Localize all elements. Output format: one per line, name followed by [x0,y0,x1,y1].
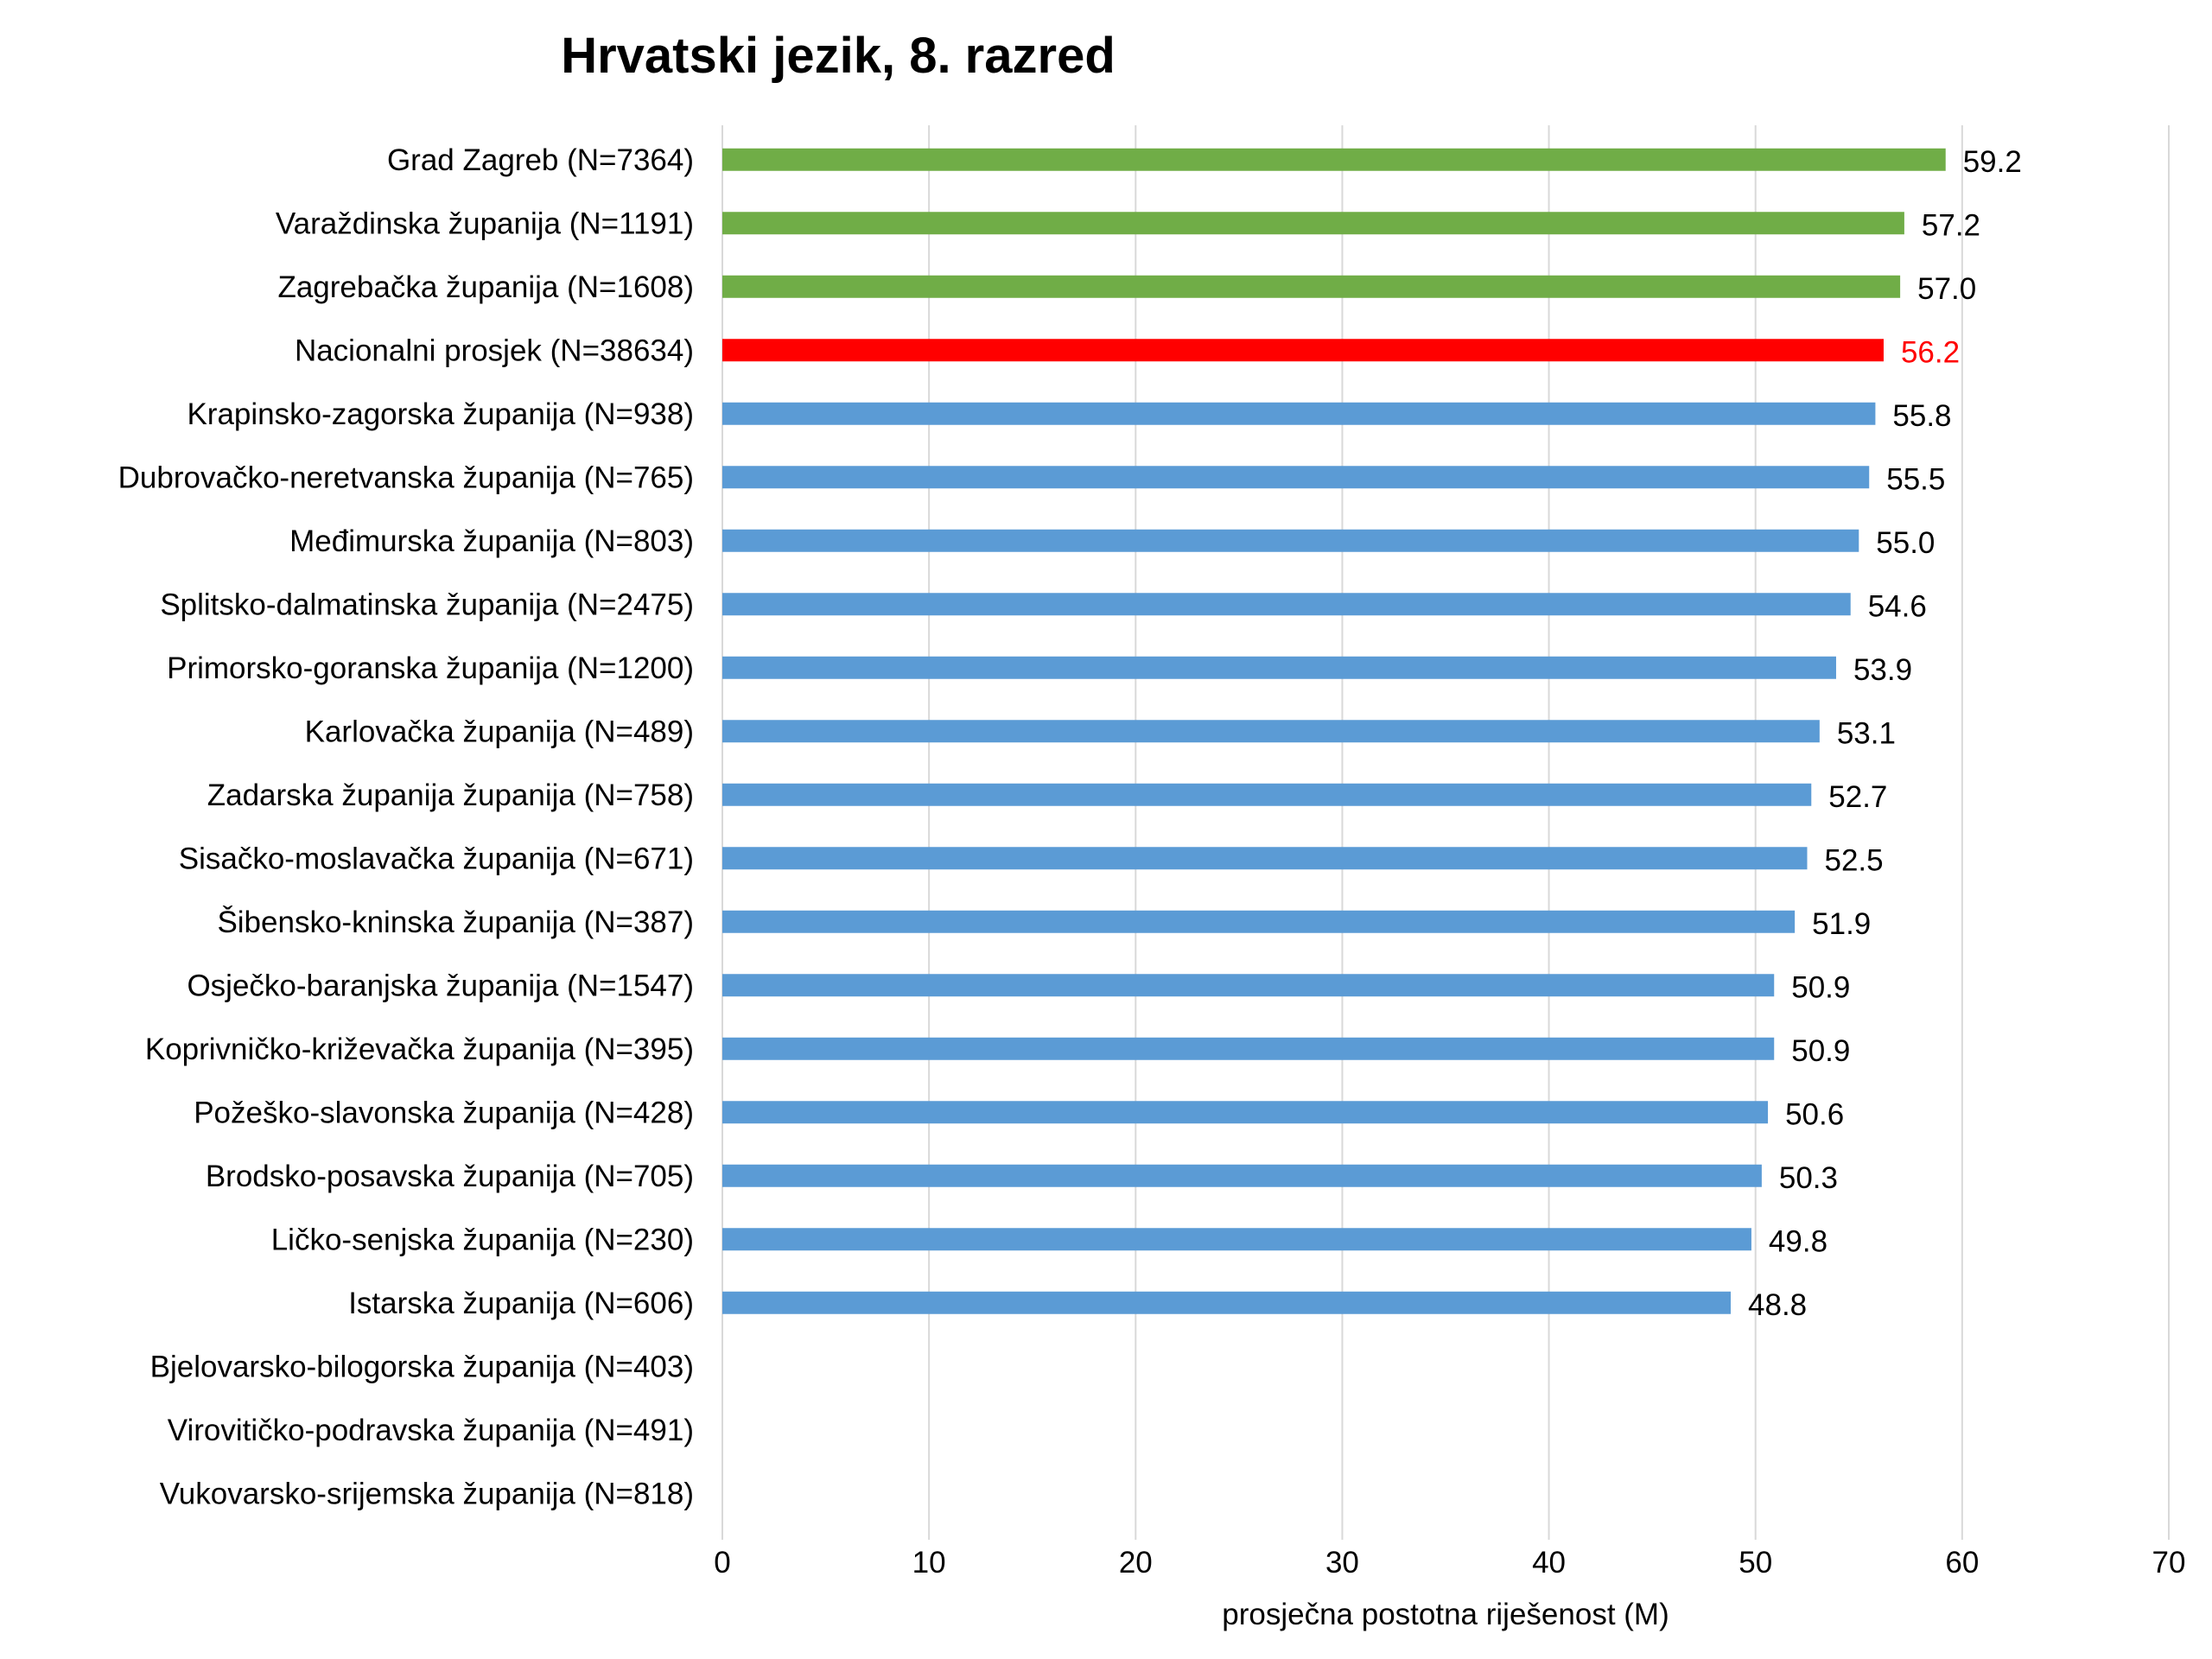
x-tick-label: 60 [1945,1546,1979,1580]
category-label: Osječko-baranjska županija (N=1547) [187,969,694,1002]
data-label: 49.8 [1769,1224,1827,1258]
bar [722,1164,1762,1187]
x-tick-label: 50 [1738,1546,1772,1580]
bar [722,275,1901,298]
data-label: 57.2 [1922,208,1980,242]
x-tick-labels: 0 10 20 30 40 50 60 70 [714,1546,2185,1580]
category-label: Šibensko-kninska županija (N=387) [217,906,694,939]
category-label: Karlovačka županija (N=489) [305,715,694,748]
x-tick-label: 70 [2152,1546,2186,1580]
bar [722,529,1859,552]
bar [722,1228,1751,1251]
bars [722,148,1946,1314]
x-tick-label: 30 [1325,1546,1359,1580]
bar [722,783,1812,806]
x-tick-label: 10 [912,1546,946,1580]
data-label: 53.1 [1837,716,1896,750]
category-label: Brodsko-posavska županija (N=705) [206,1160,694,1193]
category-label: Međimurska županija (N=803) [289,524,694,558]
value-labels: 59.2 57.2 57.0 56.2 55.8 55.5 55.0 54.6 53.9 53.1… [1748,145,2022,1322]
data-label: 55.8 [1892,399,1951,433]
x-tick-label: 20 [1119,1546,1153,1580]
bar [722,593,1851,616]
category-label: Dubrovačko-neretvanska županija (N=765) [118,461,694,494]
category-label: Bjelovarsko-bilogorska županija (N=403) [150,1350,694,1383]
data-label: 54.6 [1868,589,1927,623]
data-label: 50.9 [1791,1034,1850,1068]
data-label: 55.5 [1886,462,1945,496]
category-label: Varaždinska županija (N=1191) [276,207,694,240]
category-label: Primorsko-goranska županija (N=1200) [167,652,694,685]
bar [722,402,1876,425]
category-label: Virovitičko-podravska županija (N=491) [168,1414,694,1447]
x-tick-label: 0 [714,1546,730,1580]
bar [722,339,1884,362]
x-axis-title: prosječna postotna riješenost (M) [1222,1598,1669,1631]
category-label: Splitsko-dalmatinska županija (N=2475) [160,588,694,621]
category-labels: Grad Zagreb (N=7364) Varaždinska županija… [118,143,694,1511]
bar [722,148,1946,171]
category-label: Grad Zagreb (N=7364) [387,143,694,177]
data-label: 56.2 [1901,335,1960,369]
category-label: Zadarska županija županija (N=758) [207,779,694,812]
bar [722,466,1870,489]
data-label: 53.9 [1853,653,1912,687]
category-label: Krapinsko-zagorska županija (N=938) [187,397,694,431]
bar [722,974,1775,997]
data-label: 52.5 [1825,843,1884,877]
bar [722,1101,1769,1124]
data-label: 48.8 [1748,1288,1807,1322]
data-label: 59.2 [1963,145,2022,179]
bar [722,212,1904,235]
bar [722,720,1820,743]
category-label: Istarska županija (N=606) [348,1287,694,1320]
data-label: 51.9 [1812,907,1871,941]
x-tick-label: 40 [1532,1546,1566,1580]
data-label: 52.7 [1828,780,1887,814]
bar [722,910,1796,933]
data-label: 50.6 [1785,1097,1844,1131]
bar [722,1037,1775,1060]
bar [722,656,1836,679]
data-label: 50.3 [1779,1161,1838,1195]
category-label: Vukovarsko-srijemska županija (N=818) [160,1477,694,1510]
category-label: Koprivničko-križevačka županija (N=395) [145,1033,694,1066]
category-label: Zagrebačka županija (N=1608) [277,270,694,304]
category-label: Sisačko-moslavačka županija (N=671) [179,842,694,875]
bar [722,847,1808,870]
bar [722,1291,1732,1314]
category-label: Požeško-slavonska županija (N=428) [194,1096,694,1129]
data-label: 55.0 [1876,526,1935,560]
chart-title: Hrvatski jezik, 8. razred [561,28,1116,84]
category-label: Nacionalni prosjek (N=38634) [295,334,694,367]
data-label: 57.0 [1917,272,1976,306]
category-label: Ličko-senjska županija (N=230) [271,1223,694,1256]
data-label: 50.9 [1791,970,1850,1004]
